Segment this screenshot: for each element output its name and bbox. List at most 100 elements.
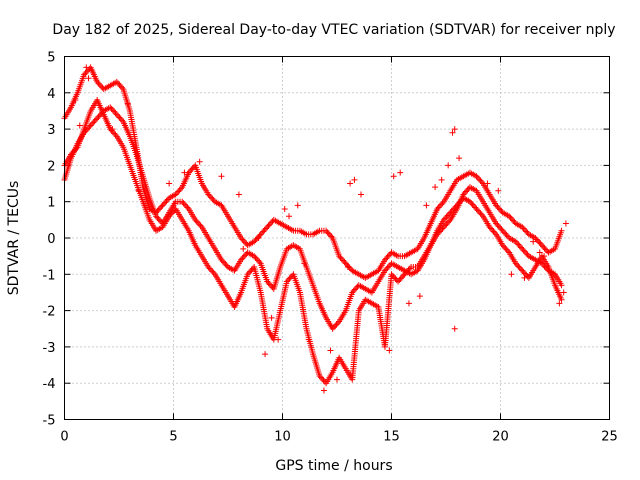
data-point [207,266,214,273]
data-point [461,189,468,196]
data-point [349,289,356,296]
data-point [265,280,272,287]
data-point [180,200,187,207]
data-point [477,210,484,217]
data-point [497,206,504,213]
data-point [499,227,506,234]
data-point [340,257,347,264]
data-point [251,253,258,260]
data-point [523,228,530,235]
data-point [423,202,430,209]
data-point [558,227,565,234]
data-point [519,245,526,252]
data-point [219,258,226,265]
data-point [261,227,268,234]
data-point [351,176,358,183]
data-point [440,224,447,231]
data-point [514,240,521,247]
data-point [398,274,405,281]
data-point [451,325,458,332]
x-tick-label: 10 [274,430,291,445]
data-point [521,227,528,234]
data-point [541,245,548,252]
data-point [196,158,203,165]
data-point [95,113,102,120]
data-point [265,222,272,229]
data-point [510,217,517,224]
data-point [83,64,90,71]
data-point [115,80,122,87]
data-point [86,123,93,130]
y-tick-label: -5 [43,414,56,429]
x-tick-label: 25 [601,430,618,445]
data-point [395,278,402,285]
y-tick-label: -1 [43,268,56,283]
data-point [384,264,391,271]
data-point [124,100,131,107]
data-point [472,204,479,211]
data-point [255,235,262,241]
data-point [88,121,95,128]
data-point [268,314,275,321]
data-point [532,235,539,241]
x-tick-label: 0 [60,430,68,445]
y-tick-label: -2 [43,305,56,320]
data-point [476,176,483,183]
data-point [386,347,393,354]
data-point [519,224,526,231]
data-point [507,214,514,221]
data-point [473,205,480,212]
data-point [92,116,99,123]
data-point [477,177,484,184]
data-point [336,253,343,260]
data-point [81,71,88,78]
data-point [451,126,458,133]
data-point [242,252,249,259]
data-point [320,377,327,384]
data-point [218,256,225,263]
data-point [493,202,500,209]
data-point [385,263,392,270]
data-point [197,222,204,229]
data-point [264,224,271,231]
data-point [440,216,447,223]
data-point [508,216,515,223]
y-tick-label: -4 [43,377,56,392]
data-point [328,233,335,240]
data-point [490,228,497,235]
data-point [443,221,450,228]
data-point [439,225,446,232]
data-point [558,282,565,289]
data-point [283,278,290,285]
data-point [268,282,275,289]
data-point [327,347,334,354]
data-point [188,166,195,173]
data-point [512,238,519,245]
data-point [350,287,357,294]
data-point [286,213,293,220]
data-point [305,336,312,343]
data-point [259,229,266,236]
data-point [521,248,528,255]
data-point [107,104,114,111]
data-point [460,191,467,198]
data-point [206,265,213,272]
data-point [389,272,396,279]
data-point [537,240,544,247]
series-trace-c [61,104,565,332]
data-point [416,293,423,300]
data-point [334,376,340,383]
data-point [177,185,184,192]
data-point [116,81,123,88]
data-point [351,286,358,293]
y-tick-label: -3 [43,341,56,356]
data-point [238,256,245,263]
data-point [247,268,254,275]
data-point [469,201,476,208]
data-point [435,204,442,211]
data-point [463,188,470,195]
data-point [487,225,494,232]
data-point [381,267,388,274]
data-point [264,278,271,285]
